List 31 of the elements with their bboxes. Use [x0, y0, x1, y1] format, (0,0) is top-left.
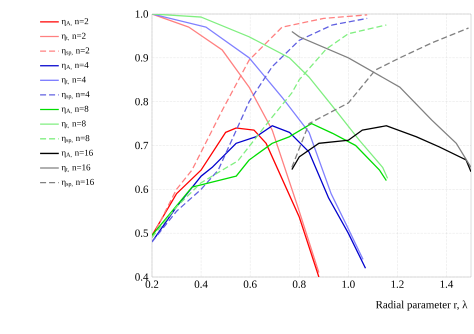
- y-tick-label: 0.4: [135, 273, 148, 281]
- y-tick-label: 0.7: [135, 142, 148, 150]
- x-tick-label: 1.2: [392, 280, 404, 288]
- y-tick-label: 0.8: [135, 98, 148, 106]
- line-series: [152, 125, 366, 269]
- x-tick-label: 1.0: [342, 280, 355, 288]
- legend-label: η$_{sp,}$ n=4: [62, 91, 90, 100]
- legend-label: η$_{A,}$ n=16: [62, 150, 93, 158]
- legend-label: η$_{t,}$ n=4: [62, 76, 86, 84]
- legend-label: η$_{A,}$ n=4: [62, 62, 89, 70]
- y-tick-label: 1.0: [136, 10, 148, 18]
- x-tick-label: 0.2: [146, 280, 158, 288]
- line-series: [152, 122, 387, 236]
- x-tick-label: 0.4: [194, 280, 208, 288]
- legend-label: η$_{sp,}$ n=8: [62, 135, 90, 144]
- legend-label: η$_{sp,}$ n=16: [62, 178, 94, 188]
- legend-label: η$_{A,}$ n=8: [62, 106, 88, 114]
- line-series: [291, 125, 471, 172]
- legend-label: η$_{t,}$ n=8: [62, 120, 86, 128]
- y-tick-label: 0.6: [135, 186, 148, 194]
- x-tick-label: 0.6: [244, 280, 257, 288]
- legend-label: η$_{t,}$ n=2: [62, 32, 86, 41]
- y-tick-label: 0.5: [135, 229, 148, 237]
- y-tick-label: 0.9: [135, 54, 148, 62]
- x-tick-label: 1.4: [440, 280, 454, 288]
- legend-label: η$_{sp,}$ n=2: [62, 47, 90, 56]
- legend-label: η$_{t,}$ n=16: [62, 164, 90, 172]
- legend-label: η$_{A,}$ n=2: [62, 18, 88, 26]
- x-tick-label: 0.8: [292, 280, 306, 288]
- x-axis-title: Radial parameter r, λ: [376, 300, 468, 311]
- line-series: [152, 127, 320, 277]
